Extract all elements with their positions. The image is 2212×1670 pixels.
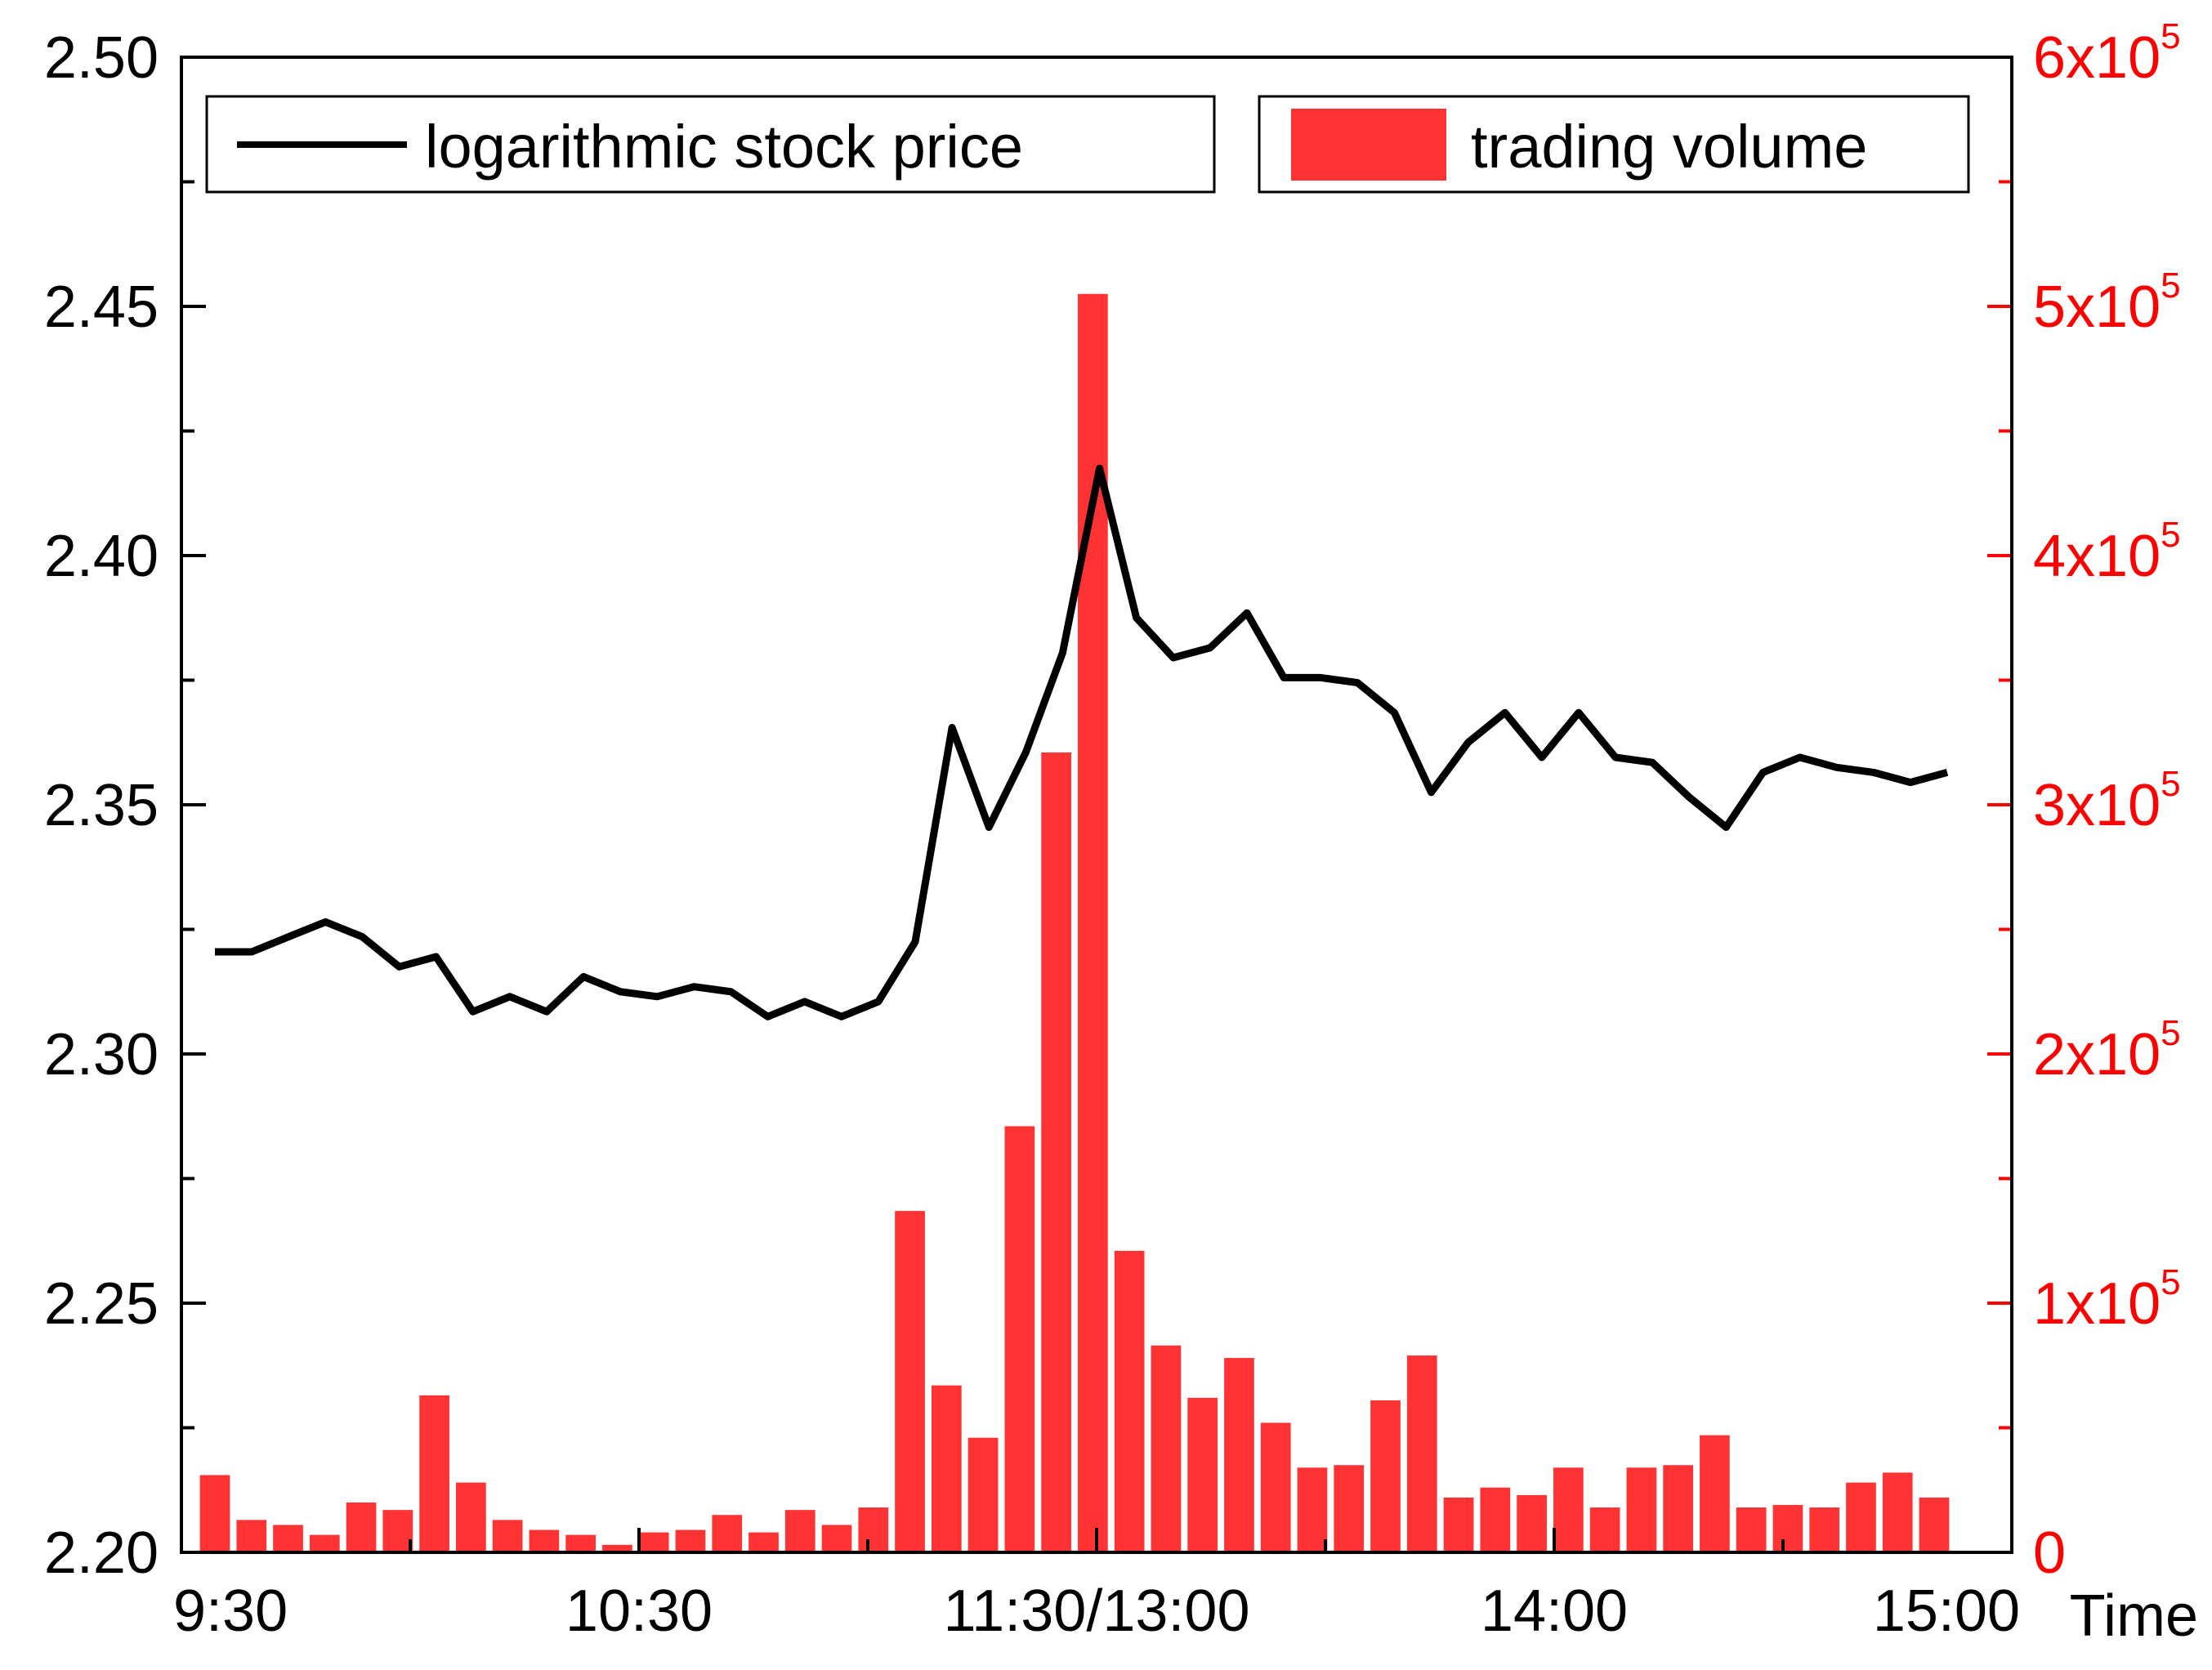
volume-bar xyxy=(1919,1497,1950,1552)
volume-bar xyxy=(712,1515,743,1552)
left-tick-label: 2.40 xyxy=(44,524,159,589)
volume-bar xyxy=(749,1532,779,1552)
volume-bar xyxy=(309,1534,340,1552)
volume-bar xyxy=(1846,1482,1876,1552)
volume-bar xyxy=(1370,1400,1401,1552)
left-tick-label: 2.50 xyxy=(44,25,159,91)
x-axis-label: Time xyxy=(2070,1583,2198,1649)
volume-bar xyxy=(1041,752,1071,1552)
right-tick-label: 2x105 xyxy=(2033,1013,2181,1087)
volume-bar xyxy=(638,1532,669,1552)
left-tick-label: 2.35 xyxy=(44,773,159,838)
x-tick-label: 11:30/13:00 xyxy=(943,1578,1249,1644)
price-lines xyxy=(215,464,1949,1020)
volume-bar xyxy=(858,1507,889,1552)
volume-bar xyxy=(529,1529,560,1552)
left-tick-label: 2.30 xyxy=(44,1022,159,1087)
volume-bar xyxy=(1187,1397,1218,1552)
volume-bar xyxy=(1553,1467,1584,1552)
volume-bar xyxy=(1334,1465,1365,1552)
price-line xyxy=(215,464,1949,1020)
volume-bar xyxy=(1736,1507,1767,1552)
volume-bar xyxy=(346,1503,377,1552)
volume-bar xyxy=(1480,1487,1511,1552)
volume-bar xyxy=(1297,1467,1328,1552)
legend-volume-swatch xyxy=(1291,109,1446,181)
volume-bar xyxy=(931,1385,962,1552)
volume-bar xyxy=(1663,1465,1693,1552)
volume-bar xyxy=(1809,1507,1840,1552)
volume-bar xyxy=(967,1437,999,1552)
volume-bar xyxy=(1443,1497,1474,1552)
legend-price-label: logarithmic stock price xyxy=(425,113,1023,181)
volume-bar xyxy=(821,1525,852,1552)
right-tick-label: 4x105 xyxy=(2033,515,2181,589)
legend-price: logarithmic stock price xyxy=(205,95,1216,194)
volume-bar xyxy=(382,1510,413,1552)
right-tick-label: 1x105 xyxy=(2033,1262,2181,1337)
volume-bar xyxy=(565,1534,597,1552)
volume-bar xyxy=(675,1529,706,1552)
volume-bar xyxy=(1114,1250,1145,1552)
volume-bar xyxy=(1151,1345,1182,1552)
volume-bars xyxy=(199,293,1950,1552)
volume-bar xyxy=(895,1211,925,1552)
x-tick-label: 9:30 xyxy=(173,1578,288,1644)
right-tick-label: 5x105 xyxy=(2033,266,2181,340)
left-tick-label: 2.45 xyxy=(44,275,159,340)
volume-bar xyxy=(1260,1422,1291,1552)
x-tick-label: 15:00 xyxy=(1873,1578,2020,1644)
volume-bar xyxy=(456,1482,486,1552)
volume-bar xyxy=(1406,1355,1437,1552)
volume-bar xyxy=(273,1525,303,1552)
volume-bar xyxy=(1004,1126,1035,1552)
volume-bar xyxy=(602,1544,632,1552)
right-tick-label: 0 xyxy=(2033,1520,2066,1586)
volume-bar xyxy=(419,1395,449,1552)
legend-volume: trading volume xyxy=(1258,95,1970,194)
volume-bar xyxy=(199,1475,230,1552)
legend-volume-label: trading volume xyxy=(1471,113,1867,181)
left-tick-label: 2.20 xyxy=(44,1520,159,1586)
volume-bar xyxy=(492,1520,523,1552)
x-tick-label: 14:00 xyxy=(1481,1578,1628,1644)
volume-bar xyxy=(1882,1472,1913,1552)
tick-labels: 2.20 2.25 2.30 2.35 2.40 2.45 2.50 0 1x105 2x105 3… xyxy=(44,16,2181,1644)
plot-frame xyxy=(180,56,2013,1554)
left-tick-label: 2.25 xyxy=(44,1271,159,1337)
right-tick-label: 3x105 xyxy=(2033,764,2181,838)
volume-bar xyxy=(1626,1467,1657,1552)
volume-bar xyxy=(1224,1358,1254,1552)
volume-bar xyxy=(1589,1507,1620,1552)
right-tick-label: 6x105 xyxy=(2033,16,2181,91)
volume-bar xyxy=(1700,1435,1730,1552)
x-tick-label: 10:30 xyxy=(565,1578,713,1644)
volume-bar xyxy=(236,1520,267,1552)
volume-bar xyxy=(1772,1505,1803,1552)
volume-bar xyxy=(784,1510,816,1552)
volume-bar xyxy=(1517,1494,1547,1552)
